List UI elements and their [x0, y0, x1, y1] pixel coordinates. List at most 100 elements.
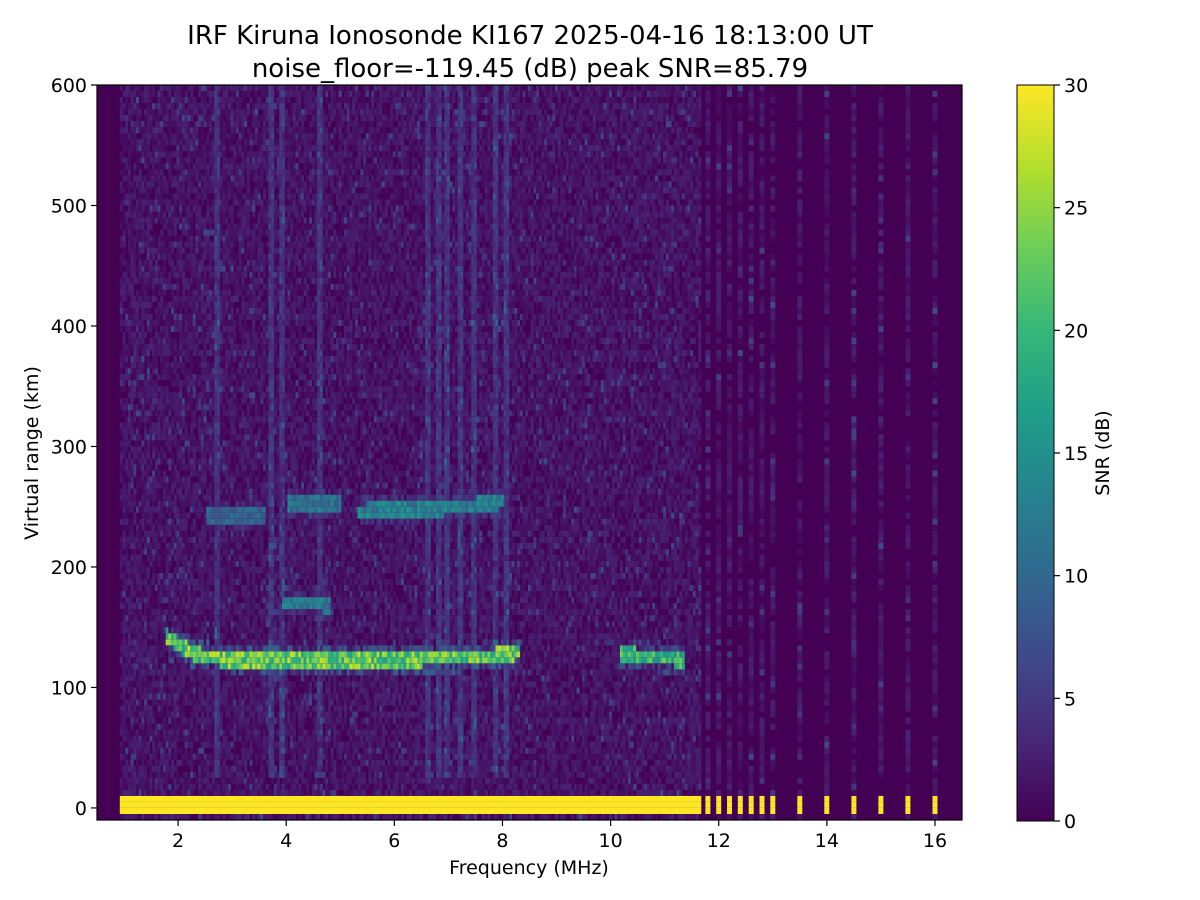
heatmap-cell — [233, 157, 236, 163]
heatmap-cell — [185, 651, 188, 657]
heatmap-cell — [152, 549, 155, 555]
heatmap-cell — [193, 579, 196, 585]
heatmap-cell — [144, 392, 147, 398]
heatmap-cell — [166, 549, 169, 555]
heatmap-cell — [247, 639, 250, 645]
heatmap-cell — [141, 814, 144, 820]
heatmap-cell — [131, 573, 134, 579]
heatmap-cell — [171, 121, 174, 127]
heatmap-cell — [155, 115, 158, 121]
heatmap-cell — [214, 175, 217, 181]
heatmap-cell — [152, 681, 155, 687]
heatmap-cell — [174, 368, 177, 374]
heatmap-cell — [209, 471, 212, 477]
heatmap-cell — [233, 386, 236, 392]
heatmap-cell — [136, 525, 139, 531]
heatmap-cell — [241, 760, 244, 766]
heatmap-cell — [217, 206, 220, 212]
heatmap-cell — [133, 404, 136, 410]
heatmap-cell — [212, 242, 215, 248]
heatmap-cell — [190, 200, 193, 206]
heatmap-cell — [241, 290, 244, 296]
heatmap-cell — [152, 428, 155, 434]
heatmap-cell — [128, 627, 131, 633]
heatmap-cell — [212, 416, 215, 422]
heatmap-cell — [131, 326, 134, 332]
heatmap-cell — [206, 706, 209, 712]
heatmap-cell — [247, 802, 250, 808]
heatmap-cell — [160, 248, 163, 254]
heatmap-cell — [231, 645, 234, 651]
heatmap-cell — [231, 374, 234, 380]
heatmap-cell — [128, 212, 131, 218]
heatmap-cell — [125, 296, 128, 302]
heatmap-cell — [120, 302, 123, 308]
heatmap-cell — [136, 573, 139, 579]
heatmap-cell — [166, 314, 169, 320]
heatmap-cell — [120, 549, 123, 555]
heatmap-cell — [147, 760, 150, 766]
heatmap-cell — [193, 657, 196, 663]
heatmap-cell — [147, 169, 150, 175]
heatmap-cell — [233, 133, 236, 139]
heatmap-cell — [141, 657, 144, 663]
heatmap-cell — [141, 416, 144, 422]
heatmap-cell — [155, 754, 158, 760]
heatmap-cell — [177, 181, 180, 187]
heatmap-cell — [187, 218, 190, 224]
heatmap-cell — [144, 193, 147, 199]
heatmap-cell — [206, 248, 209, 254]
heatmap-cell — [144, 242, 147, 248]
heatmap-cell — [233, 242, 236, 248]
heatmap-cell — [198, 483, 201, 489]
heatmap-cell — [128, 344, 131, 350]
heatmap-cell — [247, 778, 250, 784]
heatmap-cell — [185, 428, 188, 434]
heatmap-cell — [158, 181, 161, 187]
heatmap-cell — [214, 91, 217, 97]
heatmap-cell — [201, 332, 204, 338]
heatmap-cell — [196, 332, 199, 338]
heatmap-cell — [228, 657, 231, 663]
heatmap-cell — [204, 802, 207, 808]
heatmap-cell — [155, 748, 158, 754]
heatmap-cell — [193, 242, 196, 248]
heatmap-cell — [174, 543, 177, 549]
heatmap-cell — [228, 561, 231, 567]
heatmap-cell — [228, 706, 231, 712]
heatmap-cell — [160, 434, 163, 440]
heatmap-cell — [228, 266, 231, 272]
heatmap-cell — [182, 501, 185, 507]
heatmap-cell — [179, 814, 182, 820]
heatmap-cell — [212, 742, 215, 748]
heatmap-cell — [206, 314, 209, 320]
heatmap-cell — [241, 115, 244, 121]
heatmap-cell — [209, 513, 212, 519]
heatmap-cell — [179, 609, 182, 615]
heatmap-cell — [223, 163, 226, 169]
heatmap-cell — [214, 603, 217, 609]
heatmap-cell — [239, 169, 242, 175]
heatmap-cell — [209, 525, 212, 531]
heatmap-cell — [166, 742, 169, 748]
heatmap-cell — [244, 657, 247, 663]
heatmap-cell — [187, 669, 190, 675]
heatmap-cell — [144, 790, 147, 796]
heatmap-cell — [212, 332, 215, 338]
heatmap-cell — [125, 639, 128, 645]
heatmap-cell — [150, 712, 153, 718]
heatmap-cell — [193, 344, 196, 350]
heatmap-cell — [150, 543, 153, 549]
heatmap-cell — [123, 410, 126, 416]
heatmap-cell — [220, 386, 223, 392]
heatmap-cell — [212, 525, 215, 531]
heatmap-cell — [120, 127, 123, 133]
heatmap-cell — [139, 422, 142, 428]
heatmap-cell — [160, 537, 163, 543]
heatmap-cell — [166, 700, 169, 706]
heatmap-cell — [233, 706, 236, 712]
heatmap-cell — [123, 133, 126, 139]
heatmap-cell — [168, 392, 171, 398]
heatmap-cell — [123, 495, 126, 501]
heatmap-cell — [128, 489, 131, 495]
